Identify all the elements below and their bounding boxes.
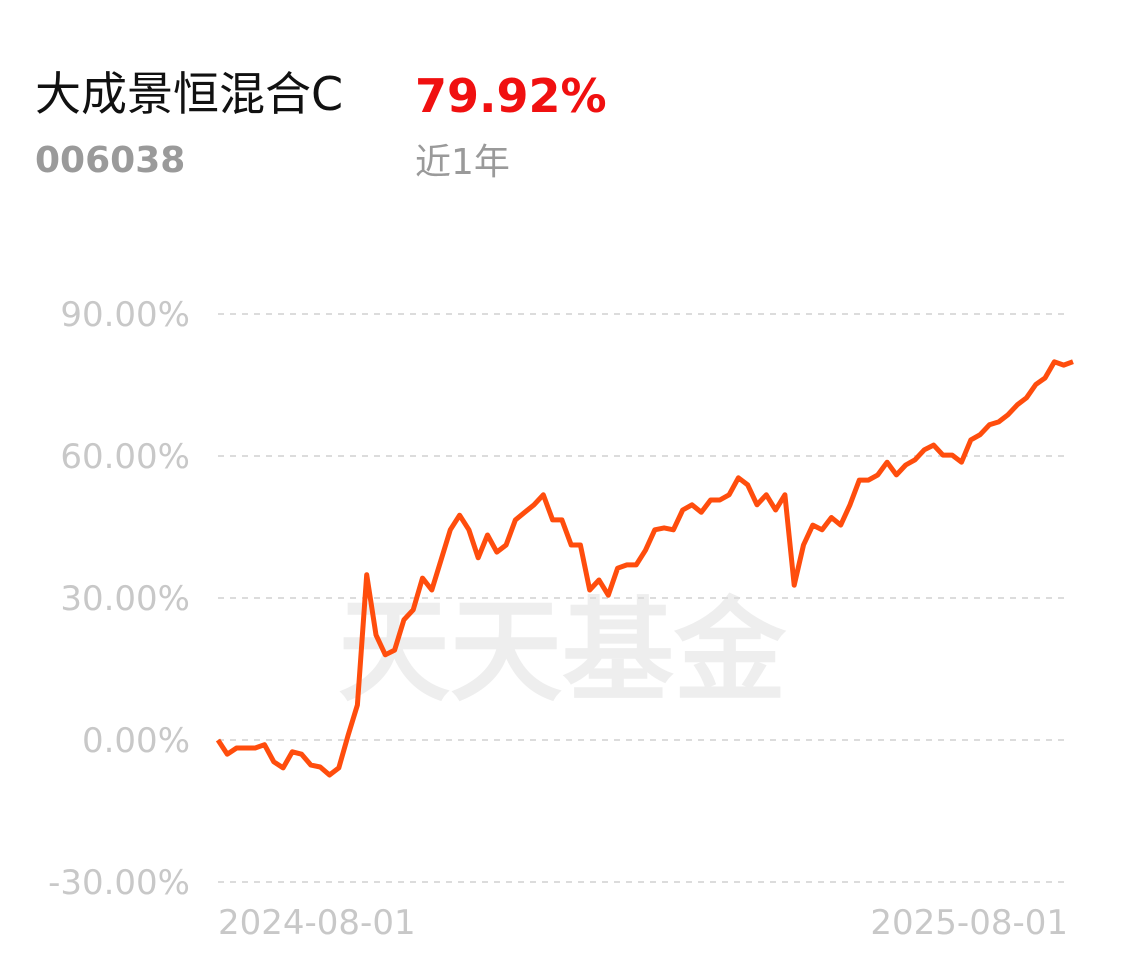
chart: -30.00% 0.00% 30.00% 60.00% 90.00% 2024-08-01… (48, 295, 1074, 943)
fund-name: 大成景恒混合C (35, 67, 343, 121)
period: 近1年 (415, 142, 510, 183)
x-tick-label: 2024-08-01 (218, 903, 416, 943)
fund-code: 006038 (35, 140, 185, 181)
fund-return: 79.92% (415, 69, 607, 123)
x-tick-label: 2025-08-01 (870, 903, 1068, 943)
watermark: 天天基金 (338, 587, 787, 717)
y-tick-label: 60.00% (60, 437, 190, 477)
y-tick-label: 30.00% (60, 579, 190, 619)
y-tick-label: -30.00% (48, 863, 190, 903)
series-line (215, 359, 1074, 778)
y-tick-label: 0.00% (82, 721, 190, 761)
y-tick-label: 90.00% (60, 295, 190, 335)
